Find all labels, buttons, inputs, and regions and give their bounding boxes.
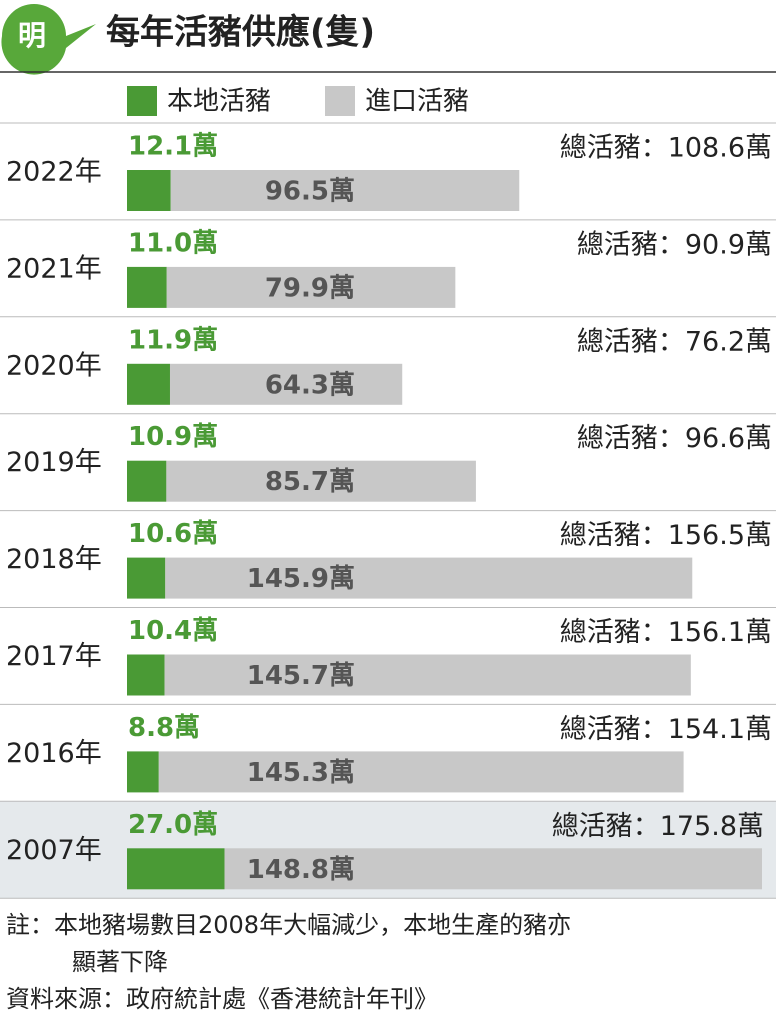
bar-segment (127, 460, 167, 502)
value-label-imported: 96.5萬 (265, 177, 355, 207)
bar-segment (224, 848, 762, 890)
bar-segment (127, 848, 225, 890)
value-label-local: 27.0萬 (128, 810, 218, 840)
logo-text: 明 (18, 19, 46, 52)
bar-segment (127, 170, 171, 211)
category-label: 2018年 (6, 544, 102, 575)
category-label: 2016年 (6, 738, 102, 769)
legend-swatch (325, 86, 355, 116)
category-label: 2021年 (6, 253, 102, 284)
category-label: 2017年 (6, 641, 102, 672)
total-label: 總活豬：156.1萬 (560, 617, 772, 648)
source: 資料來源：政府統計處《香港統計年刊》 (6, 985, 438, 1013)
bar-segment (127, 557, 166, 599)
total-label: 總活豬：175.8萬 (552, 811, 764, 842)
bar-segment (165, 557, 693, 599)
total-label: 總活豬：108.6萬 (560, 133, 772, 164)
value-label-local: 11.9萬 (128, 325, 218, 355)
bar-segment (170, 170, 520, 211)
category-label: 2020年 (6, 350, 102, 381)
bar-segment (127, 751, 159, 793)
bar-segment (166, 266, 456, 308)
note: 註：本地豬場數目2008年大幅減少，本地生產的豬亦 (6, 911, 571, 939)
value-label-local: 11.0萬 (128, 228, 218, 258)
category-label: 2019年 (6, 447, 102, 478)
bar-segment (158, 751, 684, 793)
legend-label: 進口活豬 (365, 87, 469, 117)
value-label-imported: 64.3萬 (265, 370, 355, 400)
category-label: 2022年 (6, 157, 102, 188)
value-label-imported: 145.3萬 (247, 758, 355, 788)
bar-segment (166, 460, 476, 502)
value-label-imported: 145.7萬 (247, 661, 355, 691)
legend-swatch (127, 86, 157, 116)
value-label-imported: 85.7萬 (265, 467, 355, 497)
total-label: 總活豬：76.2萬 (577, 326, 772, 357)
total-label: 總活豬：154.1萬 (560, 714, 772, 745)
bar-segment (127, 266, 167, 308)
value-label-local: 8.8萬 (128, 713, 200, 743)
legend-label: 本地活豬 (167, 87, 271, 117)
value-label-local: 12.1萬 (128, 132, 218, 162)
value-label-local: 10.6萬 (128, 519, 218, 549)
chart-title: 每年活豬供應(隻) (106, 13, 375, 53)
category-label: 2007年 (6, 835, 102, 866)
note: 顯著下降 (72, 948, 168, 976)
bar-segment (127, 363, 170, 405)
value-label-local: 10.9萬 (128, 422, 218, 452)
value-label-local: 10.4萬 (128, 616, 218, 646)
bar-segment (127, 654, 165, 696)
logo-shape (1, 4, 96, 75)
total-label: 總活豬：96.6萬 (577, 423, 772, 454)
total-label: 總活豬：156.5萬 (560, 520, 772, 551)
value-label-imported: 79.9萬 (265, 273, 355, 303)
bar-segment (164, 654, 691, 696)
bar-segment (169, 363, 403, 405)
total-label: 總活豬：90.9萬 (577, 229, 772, 260)
value-label-imported: 148.8萬 (247, 855, 355, 885)
value-label-imported: 145.9萬 (247, 564, 355, 594)
